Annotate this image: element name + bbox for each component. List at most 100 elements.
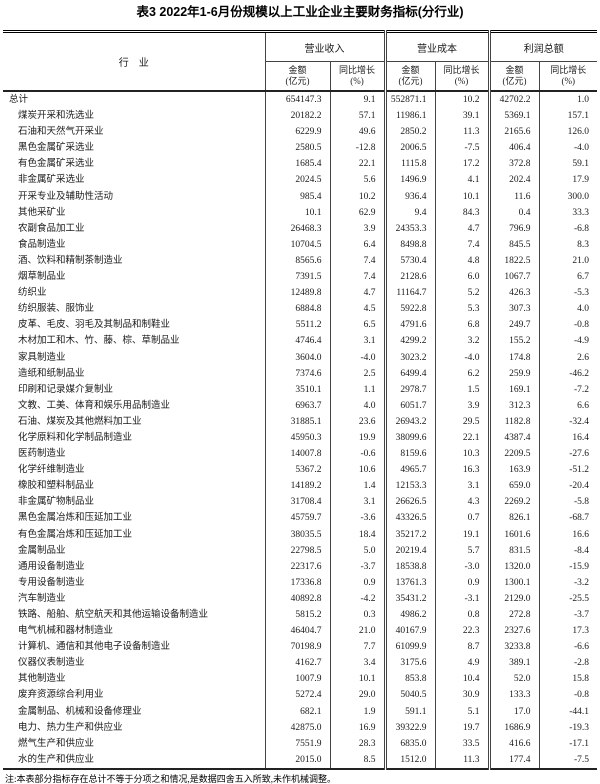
subheader-unit: (%)	[561, 76, 576, 86]
cell-cost-growth: 22.1	[434, 429, 489, 447]
table-row: 有色金属矿采选业 1685.4 22.1 1115.8 17.2 372.8 59.1	[3, 156, 597, 173]
table-row: 金属制品业 22798.5 5.0 20219.4 5.7 831.5 -8.4	[3, 542, 597, 559]
cell-revenue-amount: 10.1	[264, 204, 330, 221]
table-row: 黑色金属矿采选业 2580.5 -12.8 2006.5 -7.5 406.4 -4.0	[3, 140, 597, 157]
cell-cost-growth: 6.2	[434, 365, 489, 382]
table-row: 食品制造业 10704.5 6.4 8498.8 7.4 845.5 8.3	[3, 236, 597, 253]
cell-cost-growth: 17.2	[434, 156, 489, 173]
cell-revenue-growth: 22.1	[329, 156, 385, 173]
cell-profit-growth: -3.7	[538, 607, 597, 624]
industry-name: 燃气生产和供应业	[18, 738, 95, 749]
cell-revenue-growth: 49.6	[329, 124, 385, 141]
cell-revenue-growth: 2.5	[329, 365, 385, 382]
cell-revenue-growth: 3.1	[329, 494, 385, 511]
subheader-cost-growth: 同比增长 (%)	[434, 61, 489, 92]
cell-profit-amount: 796.9	[487, 220, 539, 237]
cell-cost-growth: 6.8	[434, 317, 489, 334]
subheader-label: 金额	[401, 65, 420, 75]
cell-revenue-growth: 16.9	[329, 719, 385, 736]
industry-name: 石油、煤炭及其他燃料加工业	[18, 416, 142, 427]
industry-name: 橡胶和塑料制品业	[18, 481, 95, 492]
cell-cost-amount: 591.1	[383, 703, 435, 720]
industry-name: 废弃资源综合利用业	[18, 690, 104, 701]
cell-profit-amount: 1601.6	[487, 526, 539, 543]
subheader-label: 同比增长	[443, 65, 480, 75]
cell-revenue-growth: 19.9	[329, 429, 385, 447]
cell-profit-amount: 826.1	[487, 510, 539, 527]
cell-revenue-growth: 10.2	[329, 188, 385, 205]
cell-profit-amount: 312.3	[487, 397, 539, 414]
cell-revenue-amount: 1685.4	[264, 156, 330, 173]
subheader-label: 同比增长	[550, 65, 587, 75]
cell-revenue-amount: 26468.3	[264, 220, 330, 237]
subheader-label: 金额	[505, 65, 524, 75]
cell-cost-growth: 10.3	[434, 446, 489, 463]
cell-revenue-amount: 2024.5	[264, 172, 330, 189]
cell-revenue-amount: 6884.8	[264, 301, 330, 318]
cell-cost-amount: 26626.5	[383, 494, 435, 511]
industry-name: 通用设备制造业	[18, 561, 85, 572]
cell-profit-growth: 2.6	[538, 349, 597, 366]
cell-profit-growth: -51.2	[538, 462, 597, 479]
cell-revenue-growth: 4.7	[329, 285, 385, 302]
cell-revenue-amount: 45950.3	[264, 429, 330, 447]
cell-revenue-amount: 682.1	[264, 703, 330, 720]
table-row: 非金属矿物制品业 31708.4 3.1 26626.5 4.3 2269.2 -5.8	[3, 494, 597, 511]
industry-name: 烟草制品业	[18, 272, 66, 283]
cell-profit-amount: 1067.7	[487, 269, 539, 286]
industry-name: 金属制品业	[18, 545, 66, 556]
table-row: 化学纤维制造业 5367.2 10.6 4965.7 16.3 163.9 -51.2	[3, 462, 597, 479]
cell-profit-amount: 259.9	[487, 365, 539, 382]
table-row: 电气机械和器材制造业 46404.7 21.0 40167.9 22.3 2327.6 17…	[3, 623, 597, 640]
cell-cost-growth: 0.9	[434, 574, 489, 591]
group-header-row: 行 业 营业收入 营业成本 利润总额	[3, 31, 597, 92]
table-row: 非金属矿采选业 2024.5 5.6 1496.9 4.1 202.4 17.9	[3, 172, 597, 189]
cell-revenue-amount: 2015.0	[264, 751, 330, 769]
cell-revenue-amount: 7551.9	[264, 735, 330, 752]
cell-profit-growth: 1.0	[538, 91, 597, 109]
column-header-industry: 行 业	[3, 31, 265, 92]
cell-cost-growth: 16.3	[434, 462, 489, 479]
cell-cost-amount: 12153.3	[383, 478, 435, 495]
cell-profit-amount: 372.8	[487, 156, 539, 173]
cell-profit-growth: 15.8	[538, 671, 597, 688]
industry-name: 印刷和记录媒介复制业	[18, 384, 114, 395]
cell-cost-growth: -3.1	[434, 590, 489, 607]
cell-revenue-amount: 5367.2	[264, 462, 330, 479]
cell-profit-growth: -5.3	[538, 285, 597, 302]
cell-cost-growth: 19.1	[434, 526, 489, 543]
cell-revenue-amount: 6229.9	[264, 124, 330, 141]
cell-cost-amount: 26943.2	[383, 413, 435, 430]
cell-cost-growth: 4.3	[434, 494, 489, 511]
cell-cost-amount: 3023.2	[383, 349, 435, 366]
cell-revenue-growth: -3.7	[329, 558, 385, 575]
cell-profit-amount: 1300.1	[487, 574, 539, 591]
cell-revenue-amount: 6963.7	[264, 397, 330, 414]
industry-name: 开采专业及辅助性活动	[18, 191, 114, 202]
cell-profit-growth: -17.1	[538, 735, 597, 752]
industry-name: 煤炭开采和洗选业	[18, 111, 95, 122]
cell-revenue-amount: 70198.9	[264, 639, 330, 656]
cell-cost-amount: 35431.2	[383, 590, 435, 607]
cell-cost-amount: 6835.0	[383, 735, 435, 752]
industry-name: 纺织业	[18, 288, 47, 299]
cell-revenue-amount: 5511.2	[264, 317, 330, 334]
industry-name: 电力、热力生产和供应业	[18, 722, 123, 733]
cell-profit-growth: 157.1	[538, 108, 597, 125]
cell-revenue-amount: 42875.0	[264, 719, 330, 736]
cell-revenue-growth: 3.1	[329, 333, 385, 350]
cell-profit-growth: -20.4	[538, 478, 597, 495]
cell-cost-amount: 936.4	[383, 188, 435, 205]
subheader-unit: (亿元)	[502, 76, 527, 86]
cell-cost-amount: 3175.6	[383, 655, 435, 672]
cell-cost-growth: 11.3	[434, 124, 489, 141]
cell-revenue-amount: 4162.7	[264, 655, 330, 672]
cell-cost-amount: 4791.6	[383, 317, 435, 334]
cell-revenue-growth: 57.1	[329, 108, 385, 125]
table-row: 金属制品、机械和设备修理业 682.1 1.9 591.1 5.1 17.0 -44.1	[3, 703, 597, 720]
cell-profit-amount: 1686.9	[487, 719, 539, 736]
industry-name: 汽车制造业	[18, 593, 66, 604]
cell-revenue-amount: 2580.5	[264, 140, 330, 157]
cell-cost-growth: 5.2	[434, 285, 489, 302]
cell-cost-amount: 18538.8	[383, 558, 435, 575]
